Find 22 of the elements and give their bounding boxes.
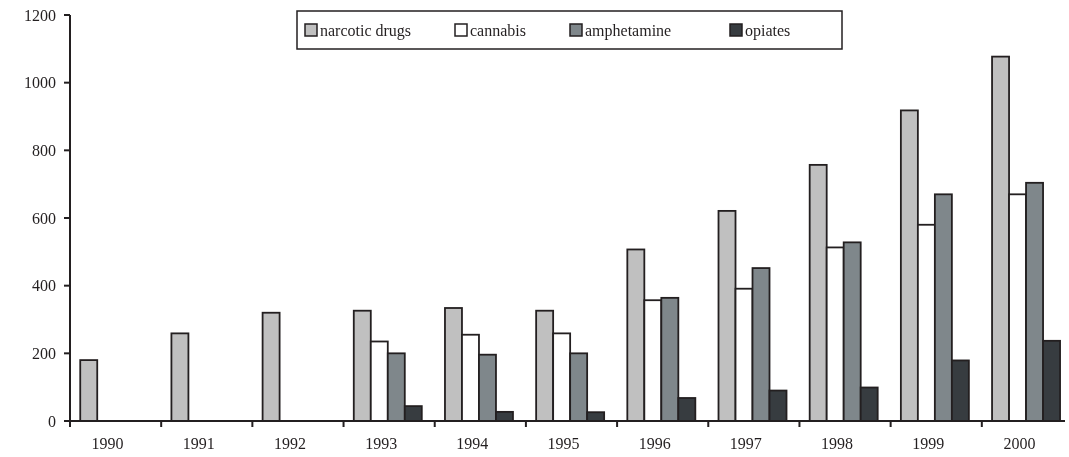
y-tick-label: 1000 — [24, 74, 56, 92]
x-tick-label: 1998 — [821, 435, 854, 452]
x-tick-label: 1993 — [365, 435, 398, 452]
y-tick-label: 200 — [32, 344, 56, 362]
y-tick-label: 0 — [48, 412, 56, 430]
y-tick-label: 600 — [32, 209, 56, 227]
x-tick-label: 1990 — [91, 435, 124, 452]
y-tick-label: 800 — [32, 141, 56, 159]
x-tick-label: 1994 — [456, 435, 489, 452]
y-tick-label: 1200 — [24, 6, 56, 24]
legend-label: cannabis — [470, 21, 526, 39]
x-tick-label: 1992 — [273, 435, 306, 452]
legend-label: opiates — [745, 21, 791, 40]
x-tick-label: 1999 — [912, 435, 945, 452]
x-tick-label: 1996 — [638, 435, 671, 452]
legend-label: narcotic drugs — [320, 21, 412, 40]
y-tick-label: 400 — [32, 277, 56, 295]
x-tick-label: 1995 — [547, 435, 580, 452]
x-tick-label: 1991 — [182, 435, 215, 452]
legend-label: amphetamine — [585, 21, 672, 40]
x-tick-label: 2000 — [1003, 435, 1036, 452]
x-tick-label: 1997 — [729, 435, 762, 452]
